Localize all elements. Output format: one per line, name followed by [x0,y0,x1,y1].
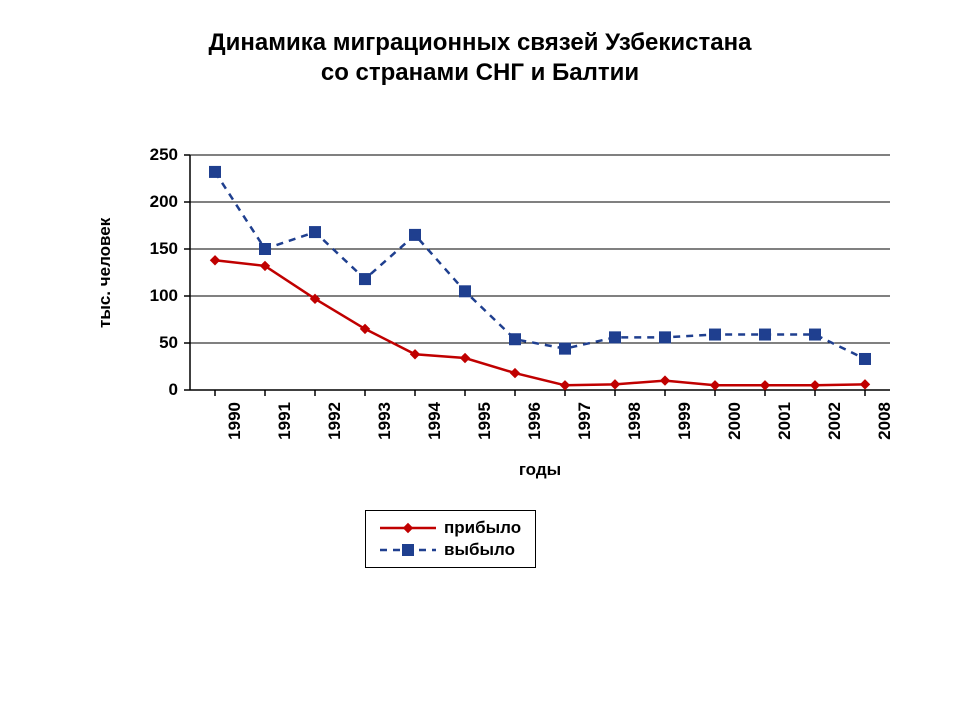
x-tick-label: 1994 [425,402,445,452]
legend-label: выбыло [444,540,515,560]
legend-item-arrived: прибыло [380,517,521,539]
x-tick-label: 1990 [225,402,245,452]
x-tick-label: 1993 [375,402,395,452]
x-axis-label: годы [190,460,890,480]
x-tick-label: 2008 [875,402,895,452]
plot-area [0,0,960,720]
x-tick-label: 1999 [675,402,695,452]
chart-container: { "chart": { "type": "line", "title_line… [0,0,960,720]
x-tick-label: 2002 [825,402,845,452]
series-line-arrived [215,260,865,385]
legend-item-departed: выбыло [380,539,521,561]
y-tick-label: 100 [130,286,178,306]
legend: прибыловыбыло [365,510,536,568]
y-tick-label: 250 [130,145,178,165]
x-tick-label: 2001 [775,402,795,452]
y-tick-label: 150 [130,239,178,259]
x-tick-label: 1991 [275,402,295,452]
x-tick-label: 1997 [575,402,595,452]
x-tick-label: 1992 [325,402,345,452]
y-tick-label: 200 [130,192,178,212]
x-tick-label: 2000 [725,402,745,452]
y-tick-label: 50 [130,333,178,353]
legend-label: прибыло [444,518,521,538]
x-tick-label: 1998 [625,402,645,452]
x-tick-label: 1995 [475,402,495,452]
y-tick-label: 0 [130,380,178,400]
x-tick-label: 1996 [525,402,545,452]
